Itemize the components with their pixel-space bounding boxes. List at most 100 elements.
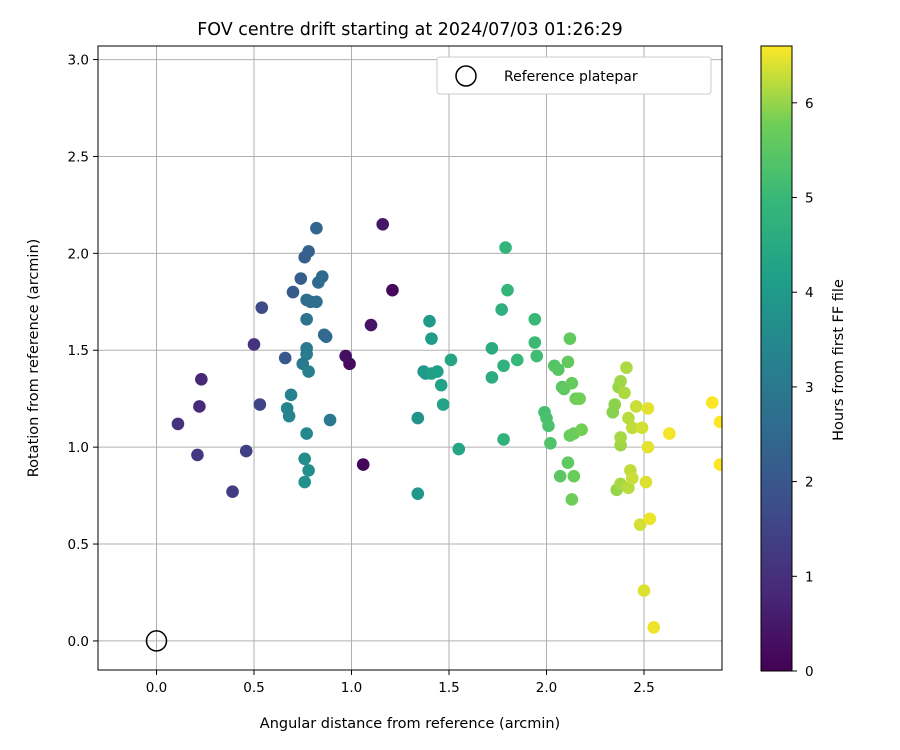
x-tick-label: 0.5 bbox=[243, 680, 264, 696]
data-point bbox=[411, 411, 425, 425]
data-point bbox=[629, 400, 643, 413]
data-point bbox=[618, 386, 631, 400]
chart-title: FOV centre drift starting at 2024/07/03 … bbox=[197, 20, 623, 40]
data-point bbox=[530, 349, 544, 363]
x-axis-label: Angular distance from reference (arcmin) bbox=[260, 716, 560, 732]
reference-point bbox=[145, 630, 168, 652]
data-point bbox=[575, 423, 588, 437]
data-point bbox=[637, 584, 651, 597]
data-point bbox=[641, 402, 655, 415]
data-point bbox=[626, 471, 639, 485]
data-point bbox=[622, 481, 635, 495]
colorbar-label: Hours from first FF file bbox=[831, 279, 847, 441]
data-point bbox=[620, 361, 633, 374]
data-point bbox=[310, 221, 323, 235]
y-tick-label: 2.0 bbox=[68, 246, 89, 262]
data-point bbox=[565, 493, 579, 506]
data-point bbox=[565, 376, 579, 390]
colorbar-tick-label: 5 bbox=[805, 191, 814, 207]
data-point bbox=[300, 347, 313, 361]
data-point bbox=[339, 349, 352, 363]
data-point bbox=[425, 332, 438, 345]
data-points bbox=[171, 217, 722, 634]
data-point bbox=[528, 336, 542, 349]
data-point bbox=[622, 411, 635, 425]
data-point bbox=[298, 475, 312, 489]
colorbar-tick-label: 2 bbox=[805, 475, 814, 491]
data-point bbox=[278, 351, 292, 365]
x-tick-label: 0.0 bbox=[146, 680, 167, 696]
data-point bbox=[444, 353, 458, 367]
data-point bbox=[542, 419, 555, 433]
data-point bbox=[226, 485, 239, 499]
data-point bbox=[633, 518, 647, 531]
data-point bbox=[239, 444, 253, 458]
legend-marker bbox=[455, 65, 477, 87]
grid bbox=[98, 46, 722, 670]
data-point bbox=[195, 373, 208, 386]
legend: Reference platepar bbox=[436, 56, 712, 95]
data-point bbox=[495, 303, 508, 316]
data-point bbox=[376, 217, 390, 231]
data-point bbox=[191, 448, 204, 462]
data-point bbox=[386, 283, 399, 297]
data-point bbox=[312, 276, 325, 289]
y-tick-label: 2.5 bbox=[68, 149, 89, 165]
data-point bbox=[641, 440, 655, 454]
data-point bbox=[510, 353, 524, 367]
reference-marker bbox=[145, 630, 168, 652]
data-point bbox=[319, 330, 333, 343]
data-point bbox=[298, 452, 312, 466]
data-point bbox=[501, 283, 514, 297]
data-point bbox=[563, 332, 577, 345]
data-point bbox=[364, 318, 378, 332]
x-tick-label: 2.5 bbox=[633, 680, 654, 696]
colorbar-tick-label: 4 bbox=[805, 285, 814, 301]
data-point bbox=[608, 398, 622, 411]
data-point bbox=[171, 417, 185, 431]
y-tick-label: 1.0 bbox=[68, 440, 89, 456]
y-tick-label: 0.5 bbox=[68, 537, 89, 553]
data-point bbox=[302, 245, 315, 258]
data-point bbox=[284, 388, 298, 402]
data-point bbox=[614, 374, 627, 388]
colorbar-tick-label: 3 bbox=[805, 380, 814, 396]
y-tick-label: 3.0 bbox=[68, 53, 89, 69]
data-point bbox=[499, 241, 512, 254]
legend-box bbox=[436, 56, 712, 95]
data-point bbox=[452, 442, 466, 456]
data-point bbox=[485, 342, 499, 355]
data-point bbox=[497, 433, 510, 446]
data-point bbox=[310, 295, 323, 309]
data-point bbox=[411, 487, 425, 500]
colorbar-gradient bbox=[760, 45, 793, 672]
y-axis-label: Rotation from reference (arcmin) bbox=[26, 239, 42, 478]
data-point bbox=[302, 365, 315, 378]
data-point bbox=[635, 421, 649, 435]
data-point bbox=[323, 413, 337, 427]
data-point bbox=[544, 436, 557, 450]
data-point bbox=[300, 427, 313, 440]
data-point bbox=[300, 312, 313, 326]
data-point bbox=[567, 469, 581, 483]
colorbar-tick-label: 0 bbox=[805, 664, 814, 680]
data-point bbox=[436, 398, 450, 411]
data-point bbox=[286, 285, 300, 299]
data-point bbox=[247, 338, 261, 351]
legend-label: Reference platepar bbox=[504, 69, 638, 85]
plot-frame bbox=[97, 45, 723, 671]
y-tick-label: 1.5 bbox=[68, 343, 89, 359]
data-point bbox=[561, 456, 575, 469]
data-point bbox=[485, 371, 499, 384]
data-point bbox=[528, 312, 542, 326]
data-point bbox=[713, 458, 722, 471]
data-point bbox=[255, 301, 269, 314]
data-point bbox=[639, 475, 653, 489]
x-tick-label: 2.0 bbox=[536, 680, 557, 696]
colorbar-ticks: 0 1 2 3 4 5 6 bbox=[792, 96, 814, 680]
y-tick-label: 0.0 bbox=[68, 634, 89, 650]
data-point bbox=[431, 365, 444, 378]
data-point bbox=[614, 431, 627, 444]
data-point bbox=[647, 621, 661, 634]
colorbar: 0 1 2 3 4 5 6 Hours from first FF file bbox=[760, 45, 847, 680]
